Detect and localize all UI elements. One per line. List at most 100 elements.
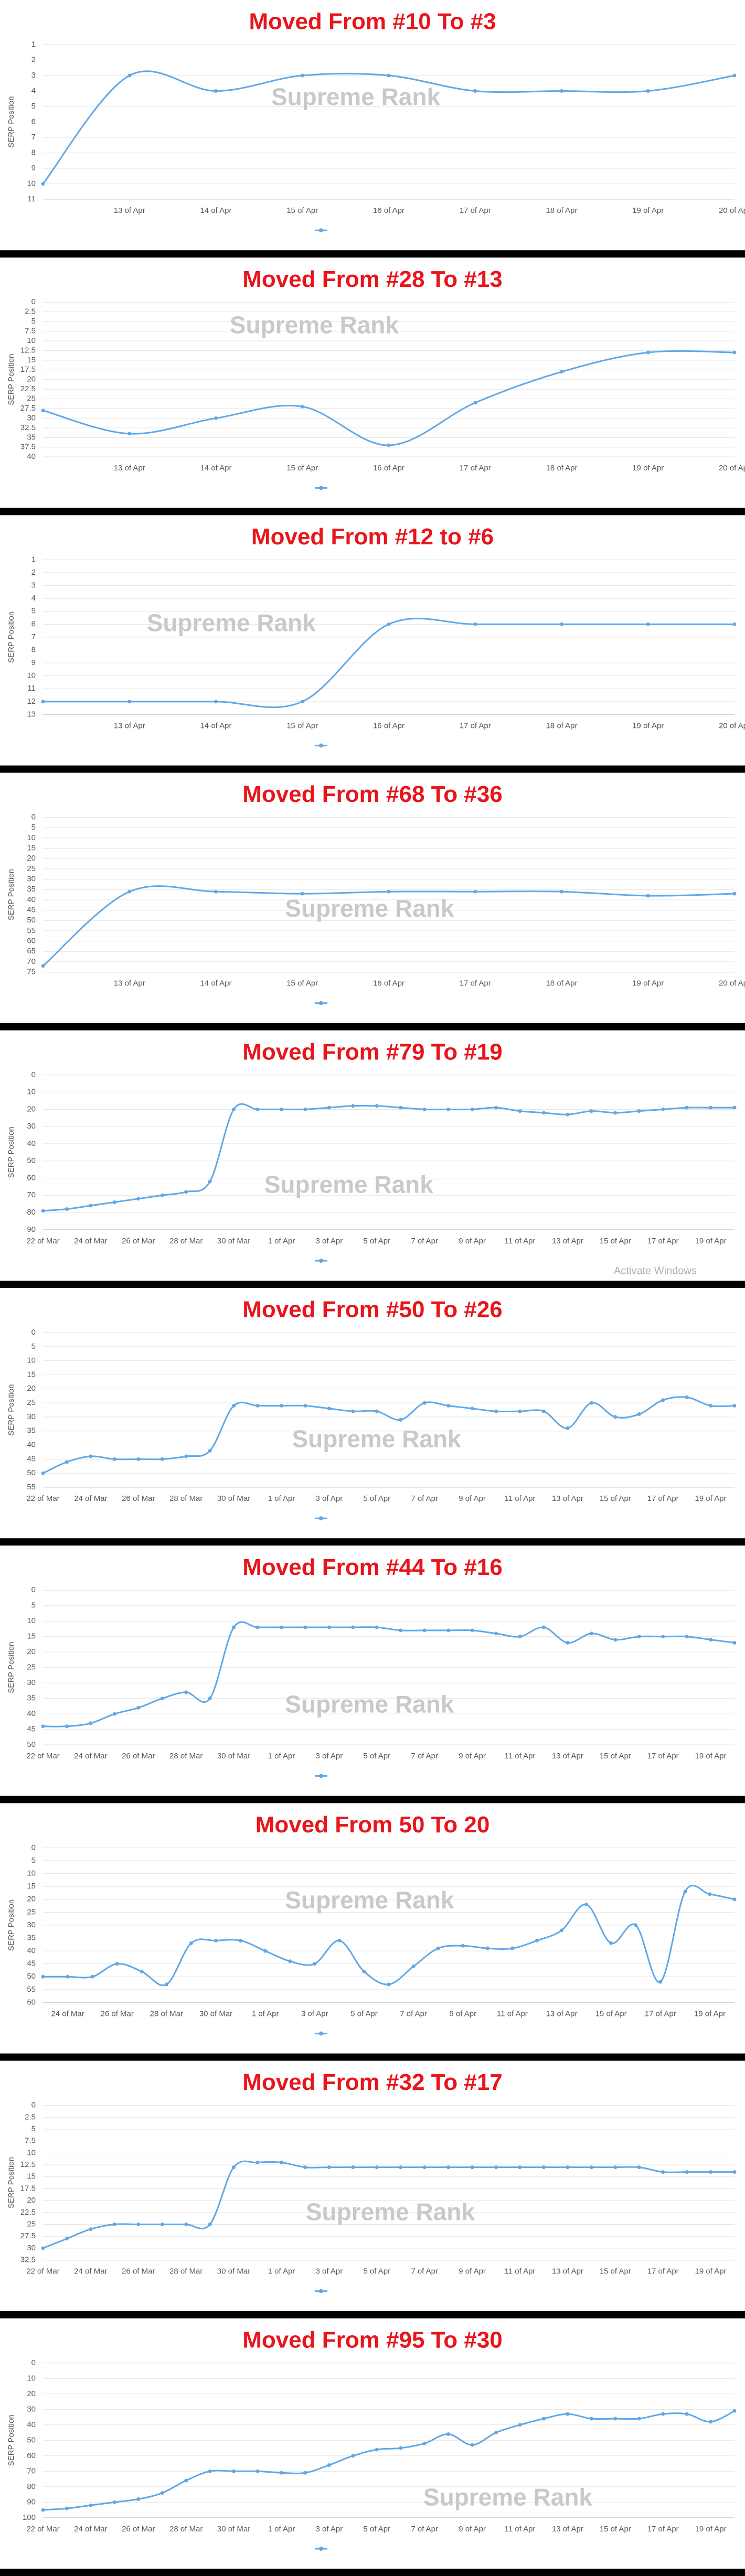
data-point bbox=[470, 2165, 474, 2170]
y-tick-label: 3 bbox=[31, 581, 36, 590]
x-tick-label: 5 of Apr bbox=[363, 1237, 390, 1246]
data-point bbox=[160, 2491, 164, 2495]
data-point bbox=[136, 2497, 141, 2501]
panel-separator bbox=[0, 2569, 745, 2576]
y-tick-label: 10 bbox=[27, 833, 36, 842]
data-point bbox=[494, 2431, 498, 2435]
data-point bbox=[709, 1105, 713, 1110]
y-tick-label: 20 bbox=[27, 375, 36, 384]
x-tick-label: 19 of Apr bbox=[632, 979, 664, 988]
data-point bbox=[65, 2237, 69, 2241]
y-tick-label: 90 bbox=[27, 2497, 36, 2506]
data-point bbox=[313, 1962, 317, 1966]
data-point bbox=[184, 2223, 188, 2227]
data-point bbox=[446, 2432, 451, 2436]
x-tick-label: 19 of Apr bbox=[695, 2267, 727, 2276]
y-tick-label: 0 bbox=[31, 2101, 36, 2110]
data-point bbox=[461, 1944, 465, 1948]
data-point bbox=[89, 2503, 93, 2507]
chart-title: Moved From #79 To #19 bbox=[242, 1039, 503, 1065]
data-point bbox=[279, 2471, 283, 2475]
data-point bbox=[387, 73, 391, 78]
x-tick-label: 5 of Apr bbox=[363, 1752, 390, 1761]
data-point bbox=[535, 1938, 539, 1942]
y-tick-label: 70 bbox=[27, 957, 36, 966]
data-point bbox=[256, 1625, 260, 1629]
data-point bbox=[637, 2165, 641, 2170]
data-point bbox=[300, 73, 304, 78]
y-tick-label: 0 bbox=[31, 1328, 36, 1337]
data-point bbox=[300, 700, 304, 704]
data-point bbox=[112, 2223, 116, 2227]
x-tick-label: 15 of Apr bbox=[600, 2525, 631, 2534]
legend-swatch-dot bbox=[319, 228, 323, 233]
data-point bbox=[683, 1890, 687, 1894]
x-tick-label: 15 of Apr bbox=[600, 1237, 631, 1246]
panel-separator bbox=[0, 2311, 745, 2319]
x-tick-label: 19 of Apr bbox=[695, 1237, 727, 1246]
data-point bbox=[399, 1418, 403, 1422]
y-tick-label: 0 bbox=[31, 297, 36, 306]
x-tick-label: 19 of Apr bbox=[695, 1752, 727, 1761]
x-tick-label: 13 of Apr bbox=[546, 2009, 577, 2018]
data-point bbox=[300, 892, 304, 896]
y-tick-label: 17.5 bbox=[20, 2184, 36, 2193]
y-tick-label: 27.5 bbox=[20, 2231, 36, 2240]
data-point bbox=[288, 1959, 292, 1963]
data-point bbox=[303, 1403, 307, 1408]
x-tick-label: 9 of Apr bbox=[459, 2525, 486, 2534]
panel-background bbox=[0, 2318, 745, 2576]
data-point bbox=[685, 1105, 689, 1110]
x-tick-label: 24 of Mar bbox=[51, 2009, 84, 2018]
chart-title: Moved From #10 To #3 bbox=[249, 9, 496, 35]
data-point bbox=[589, 1109, 593, 1113]
y-tick-label: 10 bbox=[27, 179, 36, 188]
data-point bbox=[613, 2417, 618, 2421]
legend-swatch-dot bbox=[319, 1001, 323, 1005]
data-point bbox=[115, 1962, 119, 1966]
data-point bbox=[351, 2165, 355, 2170]
data-point bbox=[732, 892, 737, 896]
y-tick-label: 7 bbox=[31, 133, 36, 142]
data-point bbox=[256, 2469, 260, 2473]
data-point bbox=[232, 1625, 236, 1629]
chart-panel: Moved From #28 To #13 SERP Position 02.557… bbox=[0, 257, 745, 516]
y-tick-label: 12.5 bbox=[20, 2160, 36, 2169]
panel-background bbox=[0, 2060, 745, 2319]
y-tick-label: 50 bbox=[27, 916, 36, 925]
x-tick-label: 20 of Apr bbox=[719, 721, 745, 730]
data-point bbox=[66, 1974, 70, 1979]
x-tick-label: 13 of Apr bbox=[114, 979, 145, 988]
series-line bbox=[42, 885, 735, 967]
x-tick-label: 15 of Apr bbox=[286, 721, 318, 730]
legend-swatch-dot bbox=[319, 2289, 323, 2293]
data-point bbox=[637, 1412, 641, 1416]
data-point bbox=[661, 1107, 665, 1111]
x-tick-label: 9 of Apr bbox=[459, 2267, 486, 2276]
watermark: Supreme Rank bbox=[306, 2198, 475, 2225]
data-point bbox=[362, 1969, 366, 1973]
x-tick-label: 5 of Apr bbox=[363, 1494, 390, 1503]
x-tick-label: 15 of Apr bbox=[600, 1752, 631, 1761]
data-point bbox=[637, 2417, 641, 2421]
y-axis-label: SERP Position bbox=[7, 1126, 16, 1178]
data-point bbox=[89, 1204, 93, 1208]
data-point bbox=[184, 2478, 188, 2483]
x-tick-label: 22 of Mar bbox=[26, 2525, 59, 2534]
y-tick-label: 55 bbox=[27, 1985, 36, 1994]
data-point bbox=[470, 1628, 474, 1633]
y-tick-label: 45 bbox=[27, 1725, 36, 1734]
x-tick-label: 1 of Apr bbox=[268, 2267, 295, 2276]
data-point bbox=[732, 1105, 737, 1110]
data-point bbox=[65, 1207, 69, 1211]
y-tick-label: 15 bbox=[27, 356, 36, 364]
y-tick-label: 5 bbox=[31, 102, 36, 111]
y-tick-label: 4 bbox=[31, 594, 36, 603]
y-tick-label: 40 bbox=[27, 895, 36, 904]
y-tick-label: 100 bbox=[23, 2513, 36, 2522]
data-point bbox=[473, 622, 477, 626]
data-point bbox=[685, 1395, 689, 1399]
x-tick-label: 16 of Apr bbox=[373, 464, 405, 473]
data-point bbox=[327, 2463, 331, 2467]
data-point bbox=[160, 1193, 164, 1197]
